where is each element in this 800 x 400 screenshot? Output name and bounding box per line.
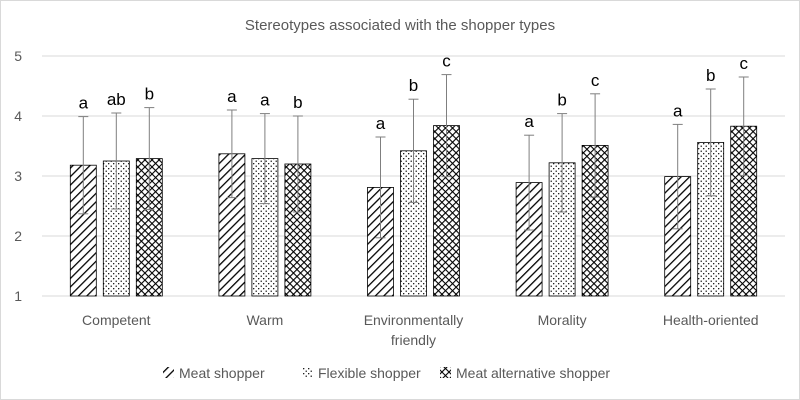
significance-label: a [260,91,270,110]
significance-label: a [79,94,89,113]
chart-title: Stereotypes associated with the shopper … [245,17,555,34]
legend: Meat shopper Flexible shopper Meat alterna… [163,365,610,381]
significance-label: a [673,101,683,120]
significance-label: b [409,76,418,95]
y-axis: 1 2 3 4 5 [14,48,22,304]
y-tick-label: 4 [14,108,22,124]
x-category-label: Morality [538,312,587,328]
x-category-label: Health-oriented [663,312,759,328]
error-bars [78,74,749,239]
x-category-label: Environmentally [364,312,464,328]
x-category-label: Competent [82,312,151,328]
legend-label: Meat shopper [179,365,265,381]
legend-swatch [163,367,174,378]
significance-label: b [145,85,154,104]
legend-label: Meat alternative shopper [456,365,610,381]
significance-label: b [293,93,302,112]
significance-label: c [739,54,748,73]
legend-swatch [302,367,313,378]
significance-label: a [524,112,534,131]
y-tick-label: 3 [14,168,22,184]
x-category-label: Warm [246,312,283,328]
y-tick-label: 1 [14,288,22,304]
significance-label: a [376,114,386,133]
significance-label: c [591,71,600,90]
significance-label: c [442,52,451,71]
significance-label: b [557,91,566,110]
y-tick-label: 2 [14,228,22,244]
significance-label: b [706,66,715,85]
significance-label: a [227,87,237,106]
significance-label: ab [107,90,126,109]
legend-label: Flexible shopper [318,365,421,381]
bars [69,125,758,297]
legend-swatch [440,367,451,378]
y-tick-label: 5 [14,48,22,64]
bar [69,164,97,297]
x-category-label: friendly [391,332,436,348]
x-axis: Competent Warm Environmentally friendly Mora… [82,312,759,348]
